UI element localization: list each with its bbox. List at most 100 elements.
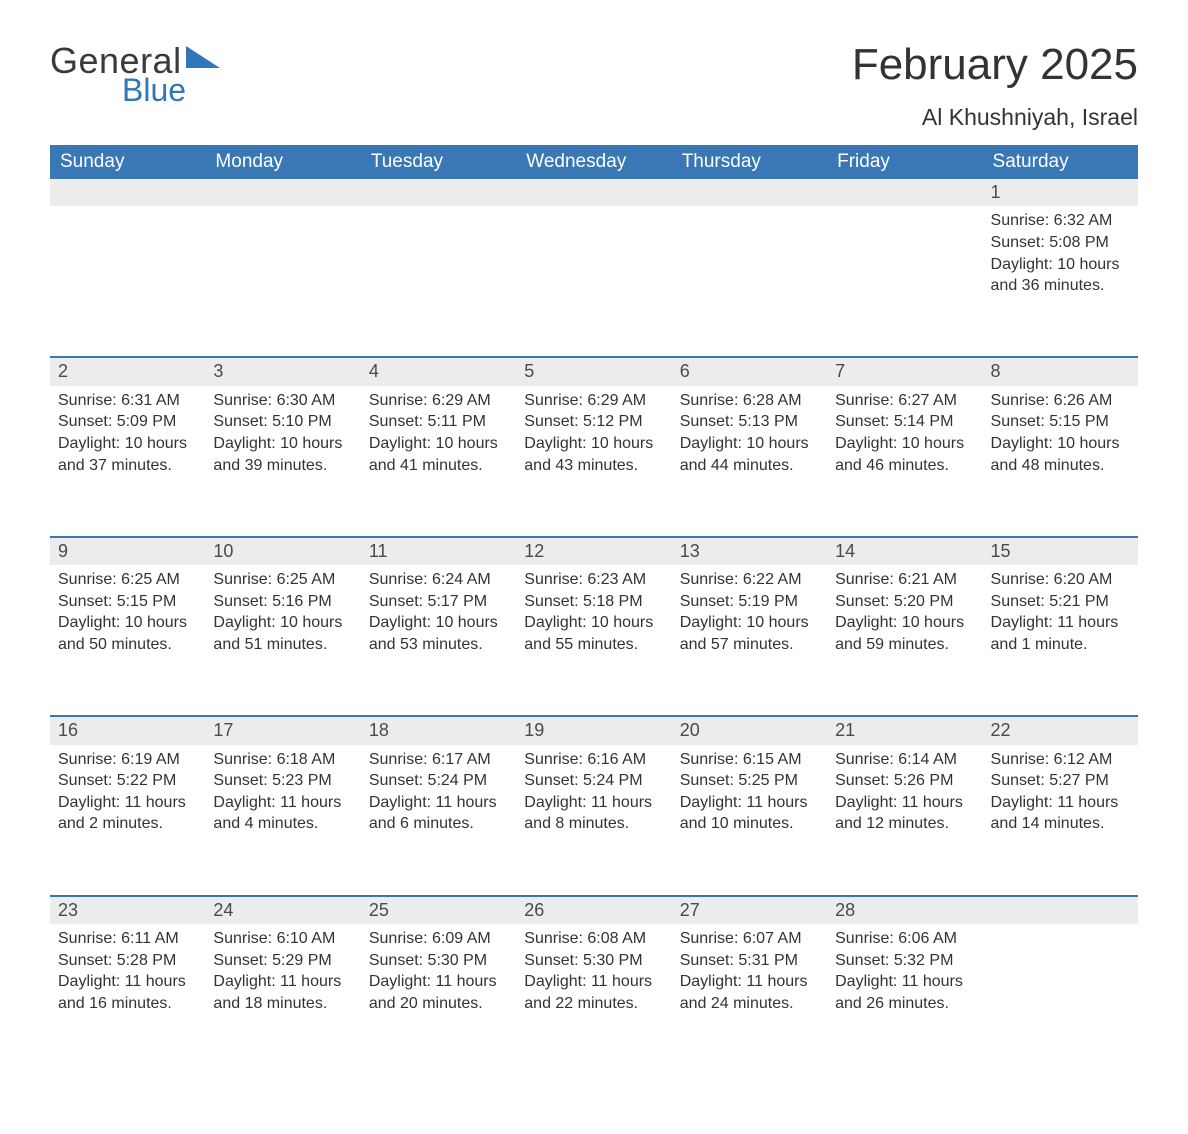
day-daylight1: Daylight: 10 hours (213, 612, 352, 634)
day-daylight1: Daylight: 11 hours (835, 971, 974, 993)
day-daylight2: and 46 minutes. (835, 455, 974, 477)
day-daylight1: Daylight: 11 hours (991, 612, 1130, 634)
day-number: 12 (516, 536, 671, 565)
day-number-cell: 4 (361, 356, 516, 385)
day-number-cell: 23 (50, 895, 205, 924)
day-body: Sunrise: 6:18 AMSunset: 5:23 PMDaylight:… (205, 745, 360, 849)
day-body: Sunrise: 6:06 AMSunset: 5:32 PMDaylight:… (827, 924, 982, 1028)
day-sunrise: Sunrise: 6:29 AM (369, 390, 508, 412)
day-number: 22 (983, 715, 1138, 744)
day-body: Sunrise: 6:28 AMSunset: 5:13 PMDaylight:… (672, 386, 827, 490)
day-number: 18 (361, 715, 516, 744)
day-daylight2: and 16 minutes. (58, 993, 197, 1015)
day-sunset: Sunset: 5:20 PM (835, 591, 974, 613)
day-cell: Sunrise: 6:26 AMSunset: 5:15 PMDaylight:… (983, 386, 1138, 536)
day-daylight2: and 59 minutes. (835, 634, 974, 656)
day-sunrise: Sunrise: 6:12 AM (991, 749, 1130, 771)
day-cell: Sunrise: 6:11 AMSunset: 5:28 PMDaylight:… (50, 924, 205, 1074)
day-sunrise: Sunrise: 6:29 AM (524, 390, 663, 412)
day-sunrise: Sunrise: 6:31 AM (58, 390, 197, 412)
day-sunset: Sunset: 5:10 PM (213, 411, 352, 433)
day-daylight2: and 37 minutes. (58, 455, 197, 477)
weekday-header: Wednesday (516, 145, 671, 179)
day-number (983, 895, 1138, 924)
day-number: 25 (361, 895, 516, 924)
day-body: Sunrise: 6:30 AMSunset: 5:10 PMDaylight:… (205, 386, 360, 490)
day-daylight2: and 12 minutes. (835, 813, 974, 835)
day-body: Sunrise: 6:08 AMSunset: 5:30 PMDaylight:… (516, 924, 671, 1028)
day-body: Sunrise: 6:25 AMSunset: 5:15 PMDaylight:… (50, 565, 205, 669)
day-sunrise: Sunrise: 6:11 AM (58, 928, 197, 950)
day-number-cell: 5 (516, 356, 671, 385)
day-number (672, 179, 827, 206)
day-cell: Sunrise: 6:25 AMSunset: 5:16 PMDaylight:… (205, 565, 360, 715)
weekday-header: Thursday (672, 145, 827, 179)
day-cell: Sunrise: 6:10 AMSunset: 5:29 PMDaylight:… (205, 924, 360, 1074)
day-daylight2: and 2 minutes. (58, 813, 197, 835)
day-sunset: Sunset: 5:09 PM (58, 411, 197, 433)
day-number: 11 (361, 536, 516, 565)
day-number: 16 (50, 715, 205, 744)
day-daylight2: and 20 minutes. (369, 993, 508, 1015)
day-daylight2: and 50 minutes. (58, 634, 197, 656)
day-sunrise: Sunrise: 6:21 AM (835, 569, 974, 591)
weekday-header: Monday (205, 145, 360, 179)
day-number-cell: 6 (672, 356, 827, 385)
day-cell: Sunrise: 6:18 AMSunset: 5:23 PMDaylight:… (205, 745, 360, 895)
day-daylight1: Daylight: 10 hours (369, 612, 508, 634)
day-daylight1: Daylight: 10 hours (524, 433, 663, 455)
day-daylight2: and 48 minutes. (991, 455, 1130, 477)
day-daylight2: and 36 minutes. (991, 275, 1130, 297)
day-sunrise: Sunrise: 6:26 AM (991, 390, 1130, 412)
day-cell: Sunrise: 6:30 AMSunset: 5:10 PMDaylight:… (205, 386, 360, 536)
day-number-cell: 7 (827, 356, 982, 385)
day-body: Sunrise: 6:22 AMSunset: 5:19 PMDaylight:… (672, 565, 827, 669)
day-daylight1: Daylight: 11 hours (369, 971, 508, 993)
day-number-cell: 15 (983, 536, 1138, 565)
day-body: Sunrise: 6:19 AMSunset: 5:22 PMDaylight:… (50, 745, 205, 849)
day-sunrise: Sunrise: 6:20 AM (991, 569, 1130, 591)
logo-flag-icon (186, 46, 222, 72)
day-body: Sunrise: 6:26 AMSunset: 5:15 PMDaylight:… (983, 386, 1138, 490)
day-number: 7 (827, 356, 982, 385)
day-body: Sunrise: 6:32 AMSunset: 5:08 PMDaylight:… (983, 206, 1138, 310)
day-daylight1: Daylight: 10 hours (991, 254, 1130, 276)
day-daylight2: and 18 minutes. (213, 993, 352, 1015)
day-daylight1: Daylight: 11 hours (369, 792, 508, 814)
day-sunset: Sunset: 5:11 PM (369, 411, 508, 433)
day-cell: Sunrise: 6:28 AMSunset: 5:13 PMDaylight:… (672, 386, 827, 536)
day-sunrise: Sunrise: 6:18 AM (213, 749, 352, 771)
day-sunrise: Sunrise: 6:15 AM (680, 749, 819, 771)
day-number-cell: 14 (827, 536, 982, 565)
day-daylight1: Daylight: 11 hours (213, 971, 352, 993)
day-sunrise: Sunrise: 6:14 AM (835, 749, 974, 771)
day-daylight2: and 44 minutes. (680, 455, 819, 477)
day-cell: Sunrise: 6:21 AMSunset: 5:20 PMDaylight:… (827, 565, 982, 715)
day-sunrise: Sunrise: 6:23 AM (524, 569, 663, 591)
day-number-cell: 13 (672, 536, 827, 565)
week-body-row: Sunrise: 6:25 AMSunset: 5:15 PMDaylight:… (50, 565, 1138, 715)
week-daynum-row: 16171819202122 (50, 715, 1138, 744)
day-daylight1: Daylight: 11 hours (524, 792, 663, 814)
day-sunrise: Sunrise: 6:06 AM (835, 928, 974, 950)
day-number-cell: 24 (205, 895, 360, 924)
day-number-cell: 27 (672, 895, 827, 924)
day-cell (516, 206, 671, 356)
day-sunrise: Sunrise: 6:28 AM (680, 390, 819, 412)
day-daylight2: and 14 minutes. (991, 813, 1130, 835)
day-number: 27 (672, 895, 827, 924)
day-sunset: Sunset: 5:18 PM (524, 591, 663, 613)
logo-word-blue: Blue (122, 72, 222, 109)
day-sunset: Sunset: 5:14 PM (835, 411, 974, 433)
day-sunset: Sunset: 5:23 PM (213, 770, 352, 792)
day-daylight2: and 51 minutes. (213, 634, 352, 656)
day-number-cell: 18 (361, 715, 516, 744)
day-number: 13 (672, 536, 827, 565)
day-daylight1: Daylight: 10 hours (680, 433, 819, 455)
day-sunset: Sunset: 5:24 PM (524, 770, 663, 792)
day-daylight2: and 22 minutes. (524, 993, 663, 1015)
day-cell (672, 206, 827, 356)
day-sunset: Sunset: 5:26 PM (835, 770, 974, 792)
day-cell: Sunrise: 6:07 AMSunset: 5:31 PMDaylight:… (672, 924, 827, 1074)
day-cell: Sunrise: 6:20 AMSunset: 5:21 PMDaylight:… (983, 565, 1138, 715)
